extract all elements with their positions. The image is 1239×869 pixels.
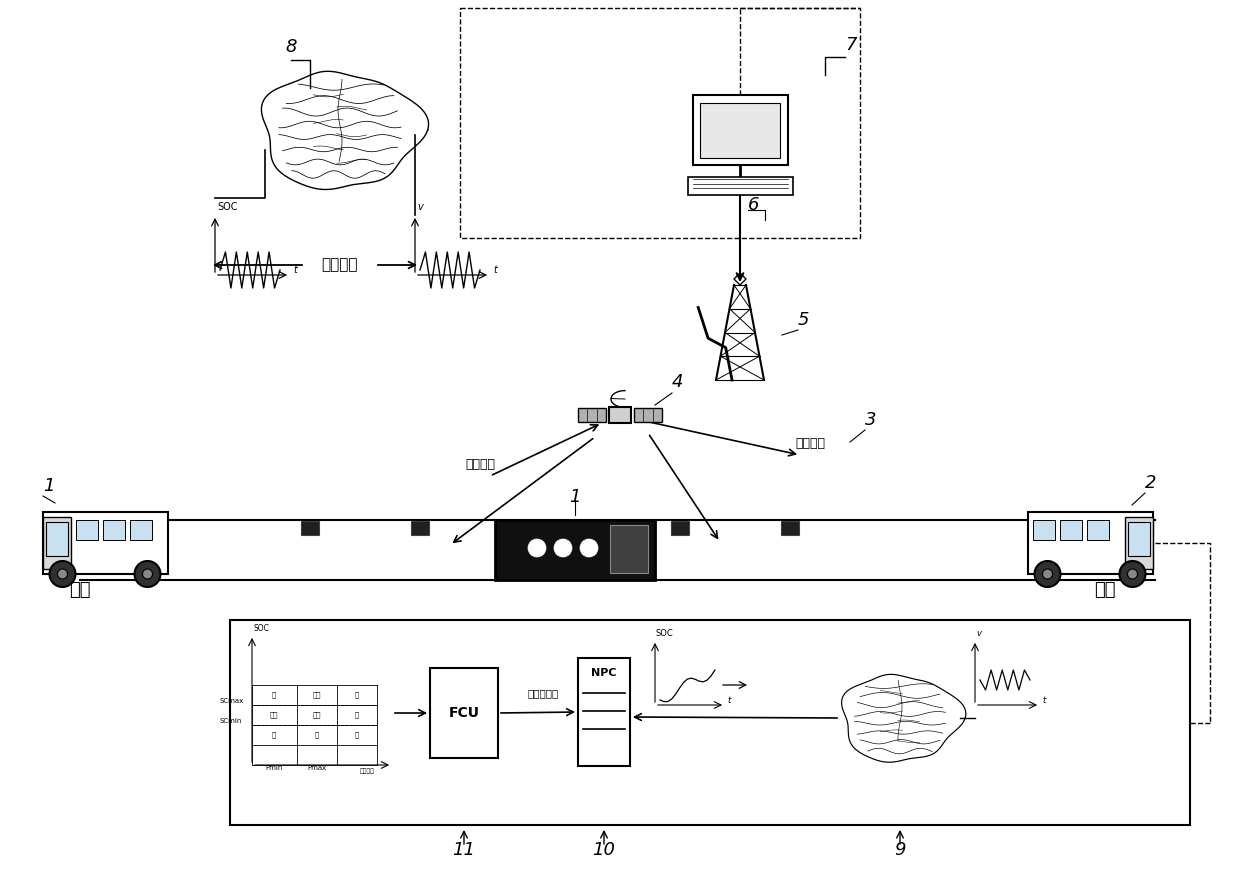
Circle shape: [50, 561, 76, 587]
Polygon shape: [261, 71, 429, 189]
Bar: [1127, 522, 1150, 556]
Text: SCmin: SCmin: [221, 718, 243, 724]
Text: SOC: SOC: [217, 202, 238, 212]
Bar: [1059, 520, 1082, 540]
Text: 8: 8: [285, 38, 296, 56]
Text: 9: 9: [895, 841, 906, 859]
Text: 保持: 保持: [312, 692, 321, 699]
Text: 动态规划: 动态规划: [322, 257, 358, 273]
Bar: [460, 8, 860, 238]
Bar: [430, 668, 498, 758]
Text: 1: 1: [43, 477, 55, 495]
Text: 10: 10: [592, 841, 616, 859]
Bar: [230, 620, 1189, 825]
Bar: [1125, 517, 1152, 569]
Bar: [301, 521, 318, 535]
Text: 开: 开: [354, 732, 359, 739]
Bar: [42, 512, 167, 574]
Text: 开: 开: [354, 712, 359, 719]
Text: 6: 6: [748, 196, 760, 214]
Text: 4: 4: [672, 373, 684, 391]
Circle shape: [1120, 561, 1146, 587]
Bar: [103, 520, 124, 540]
Text: 功率参考值: 功率参考值: [528, 688, 559, 698]
Text: 1: 1: [569, 488, 581, 506]
Text: SCmax: SCmax: [221, 698, 244, 704]
Bar: [1032, 520, 1054, 540]
Text: 保持: 保持: [270, 712, 279, 719]
Text: 起点: 起点: [1094, 581, 1116, 599]
Bar: [672, 521, 689, 535]
Text: NPC: NPC: [591, 668, 617, 678]
Circle shape: [1042, 569, 1052, 579]
Bar: [693, 95, 788, 165]
Bar: [130, 520, 151, 540]
Bar: [1027, 512, 1152, 574]
Text: t: t: [493, 265, 497, 275]
Circle shape: [580, 539, 598, 557]
Circle shape: [57, 569, 67, 579]
Text: 功率需求: 功率需求: [359, 768, 374, 774]
Text: t: t: [727, 696, 730, 705]
Polygon shape: [841, 674, 966, 762]
Text: 3: 3: [865, 411, 876, 429]
Circle shape: [528, 539, 546, 557]
Bar: [781, 521, 799, 535]
Bar: [496, 520, 655, 580]
Text: 开: 开: [315, 732, 320, 739]
Circle shape: [554, 539, 572, 557]
Text: FCU: FCU: [449, 706, 479, 720]
Text: v: v: [418, 202, 422, 212]
Text: SOC: SOC: [655, 629, 674, 638]
Text: 保持: 保持: [312, 712, 321, 719]
Bar: [1087, 520, 1109, 540]
Bar: [634, 408, 662, 422]
Circle shape: [1035, 561, 1061, 587]
Bar: [610, 525, 648, 573]
Text: 开: 开: [271, 732, 276, 739]
Text: t: t: [292, 265, 297, 275]
Bar: [411, 521, 429, 535]
Bar: [688, 177, 793, 195]
Text: Pmax: Pmax: [307, 765, 327, 771]
Text: 工况上传: 工况上传: [465, 458, 496, 471]
Bar: [700, 103, 781, 158]
Text: Pmin: Pmin: [265, 765, 282, 771]
Bar: [42, 517, 71, 569]
Bar: [76, 520, 98, 540]
Bar: [579, 658, 629, 766]
Bar: [610, 407, 631, 423]
Circle shape: [1127, 569, 1137, 579]
Text: 终点: 终点: [69, 581, 90, 599]
Circle shape: [142, 569, 152, 579]
Circle shape: [135, 561, 161, 587]
Bar: [579, 408, 606, 422]
Text: 开: 开: [354, 692, 359, 699]
Text: 7: 7: [845, 36, 856, 54]
Text: v: v: [976, 629, 981, 638]
Text: SOC: SOC: [253, 624, 269, 633]
Text: 11: 11: [452, 841, 476, 859]
Text: 模型下载: 模型下载: [795, 437, 825, 450]
Text: 2: 2: [1145, 474, 1156, 492]
Text: 5: 5: [798, 311, 809, 329]
Bar: [46, 522, 67, 556]
Text: t: t: [1042, 696, 1046, 705]
Text: 关: 关: [271, 692, 276, 699]
